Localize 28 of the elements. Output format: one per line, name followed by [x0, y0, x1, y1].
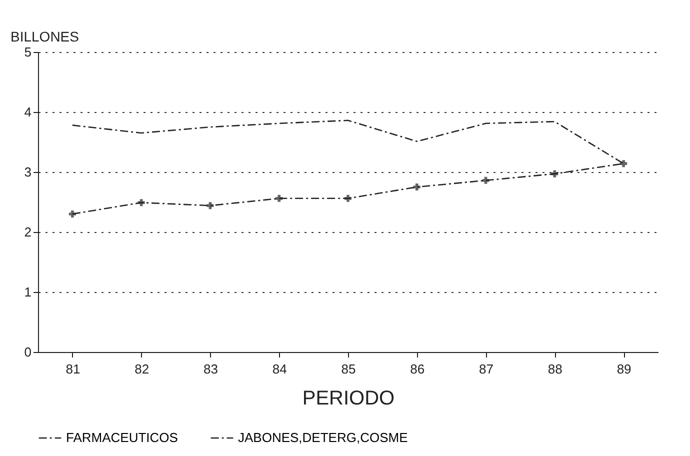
- point: [482, 176, 490, 184]
- x-axis-title: PERIODO: [302, 388, 395, 410]
- y-tick-label: 0: [24, 344, 32, 360]
- legend-label: FARMACEUTICOS: [66, 430, 178, 445]
- x-tick-label: 83: [203, 362, 218, 376]
- x-tick-label: 87: [479, 362, 494, 376]
- point: [276, 194, 283, 202]
- x-tick-label: 84: [272, 362, 287, 376]
- point: [620, 160, 628, 168]
- legend-label: JABONES,DETERG,COSME: [238, 430, 408, 445]
- x-tick-label: 82: [134, 362, 150, 376]
- x-tick-label: 89: [616, 362, 632, 376]
- y-tick-label: 3: [24, 164, 32, 180]
- point: [206, 202, 214, 210]
- x-tick-label: 85: [341, 362, 356, 376]
- x-tick-label: 81: [66, 362, 80, 376]
- y-tick-label: 2: [24, 224, 32, 240]
- point: [138, 199, 145, 206]
- x-tick-label: 86: [410, 362, 425, 376]
- y-tick-label: 5: [24, 44, 32, 60]
- x-tick-label: 88: [548, 362, 562, 376]
- y-tick-label: 1: [24, 284, 32, 300]
- point: [551, 170, 558, 178]
- point: [68, 210, 76, 218]
- y-tick-label: 4: [24, 104, 32, 120]
- point: [413, 183, 420, 191]
- y-axis-title: BILLONES: [10, 28, 79, 44]
- point: [344, 194, 352, 202]
